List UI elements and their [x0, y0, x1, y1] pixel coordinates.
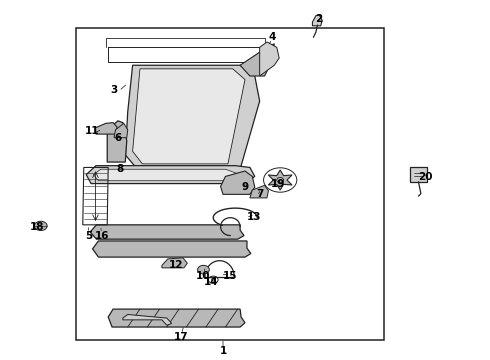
Polygon shape — [410, 167, 427, 182]
Polygon shape — [94, 169, 240, 181]
Text: 16: 16 — [95, 231, 109, 240]
Text: 10: 10 — [196, 271, 211, 281]
Text: 1: 1 — [220, 346, 227, 356]
Circle shape — [211, 278, 215, 281]
Polygon shape — [269, 170, 292, 190]
Text: 2: 2 — [315, 14, 322, 24]
Polygon shape — [93, 241, 251, 257]
Text: 12: 12 — [169, 260, 183, 270]
Text: 13: 13 — [246, 212, 261, 221]
Text: 14: 14 — [203, 277, 218, 287]
Text: 4: 4 — [268, 32, 275, 41]
Polygon shape — [220, 171, 255, 194]
Polygon shape — [313, 15, 322, 26]
Text: 11: 11 — [85, 126, 100, 135]
Text: 7: 7 — [256, 189, 263, 199]
Text: 5: 5 — [85, 231, 92, 240]
Text: 9: 9 — [242, 182, 248, 192]
Text: 18: 18 — [30, 222, 45, 231]
Polygon shape — [107, 121, 127, 162]
Polygon shape — [123, 315, 172, 325]
Text: 15: 15 — [223, 271, 238, 281]
Polygon shape — [114, 123, 128, 138]
Circle shape — [34, 221, 47, 230]
Polygon shape — [250, 185, 269, 198]
Circle shape — [277, 177, 284, 183]
Text: 6: 6 — [114, 133, 122, 143]
Polygon shape — [260, 42, 279, 76]
Text: 3: 3 — [111, 85, 118, 95]
Text: 17: 17 — [174, 332, 189, 342]
Circle shape — [197, 265, 209, 274]
Polygon shape — [240, 44, 274, 76]
Polygon shape — [125, 65, 260, 169]
Polygon shape — [133, 69, 245, 164]
Polygon shape — [86, 166, 255, 184]
Polygon shape — [162, 258, 187, 268]
Text: 19: 19 — [271, 179, 285, 189]
Text: 8: 8 — [117, 164, 124, 174]
Bar — [76, 28, 384, 339]
Polygon shape — [95, 123, 117, 134]
Polygon shape — [90, 225, 244, 239]
Text: 20: 20 — [418, 172, 433, 182]
Polygon shape — [108, 309, 245, 327]
